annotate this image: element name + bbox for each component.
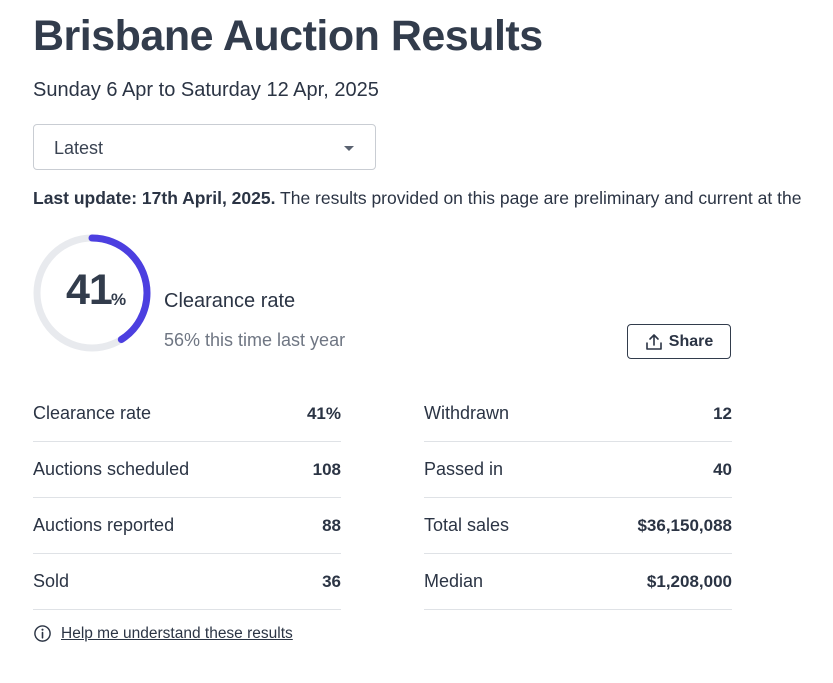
stat-value: 40 (713, 460, 732, 479)
stat-row: Median $1,208,000 (424, 554, 732, 610)
gauge-progress-arc (33, 234, 151, 352)
clearance-gauge (33, 234, 151, 352)
stat-label: Median (424, 571, 484, 591)
period-select[interactable]: Latest (33, 124, 376, 170)
stat-label: Auctions reported (33, 515, 175, 535)
info-icon (34, 625, 51, 642)
help-link-text: Help me understand these results (61, 624, 293, 642)
stat-value: $1,208,000 (646, 572, 732, 591)
stats-table-left: Clearance rate 41% Auctions scheduled 10… (33, 386, 341, 610)
share-button[interactable]: Share (627, 324, 731, 359)
last-update-date: Last update: 17th April, 2025. (33, 188, 276, 208)
share-upload-icon (645, 333, 662, 350)
stat-row: Auctions scheduled 108 (33, 442, 341, 498)
stat-label: Auctions scheduled (33, 459, 190, 479)
stat-row: Auctions reported 88 (33, 498, 341, 554)
share-button-label: Share (668, 332, 714, 350)
stat-value: 88 (322, 516, 341, 535)
stat-label: Passed in (424, 459, 504, 479)
stat-value: 12 (713, 404, 732, 423)
period-select-value: Latest (54, 138, 104, 158)
help-link[interactable]: Help me understand these results (33, 624, 293, 643)
last-year-comparison: 56% this time last year (164, 330, 346, 350)
stat-label: Total sales (424, 515, 510, 535)
stat-row: Total sales $36,150,088 (424, 498, 732, 554)
stat-value: $36,150,088 (637, 516, 732, 535)
stats-table-right: Withdrawn 12 Passed in 40 Total sales $3… (424, 386, 732, 610)
clearance-rate-label: Clearance rate (164, 290, 296, 312)
stat-row: Sold 36 (33, 554, 341, 610)
clearance-percent-value: 41 (66, 266, 113, 314)
update-notice-text: The results provided on this page are pr… (275, 188, 802, 208)
chevron-down-icon (344, 146, 354, 151)
clearance-percent-sign: % (111, 290, 127, 309)
update-notice: Last update: 17th April, 2025. The resul… (33, 188, 833, 209)
stat-value: 108 (312, 460, 341, 479)
stat-row: Clearance rate 41% (33, 386, 341, 442)
stat-row: Withdrawn 12 (424, 386, 732, 442)
stat-value: 36 (322, 572, 341, 591)
stat-label: Sold (33, 571, 70, 591)
stat-row: Passed in 40 (424, 442, 732, 498)
page-title: Brisbane Auction Results (33, 12, 543, 60)
stat-label: Withdrawn (424, 403, 510, 423)
stat-label: Clearance rate (33, 403, 152, 423)
stat-value: 41% (306, 404, 341, 423)
date-range: Sunday 6 Apr to Saturday 12 Apr, 2025 (33, 79, 379, 101)
